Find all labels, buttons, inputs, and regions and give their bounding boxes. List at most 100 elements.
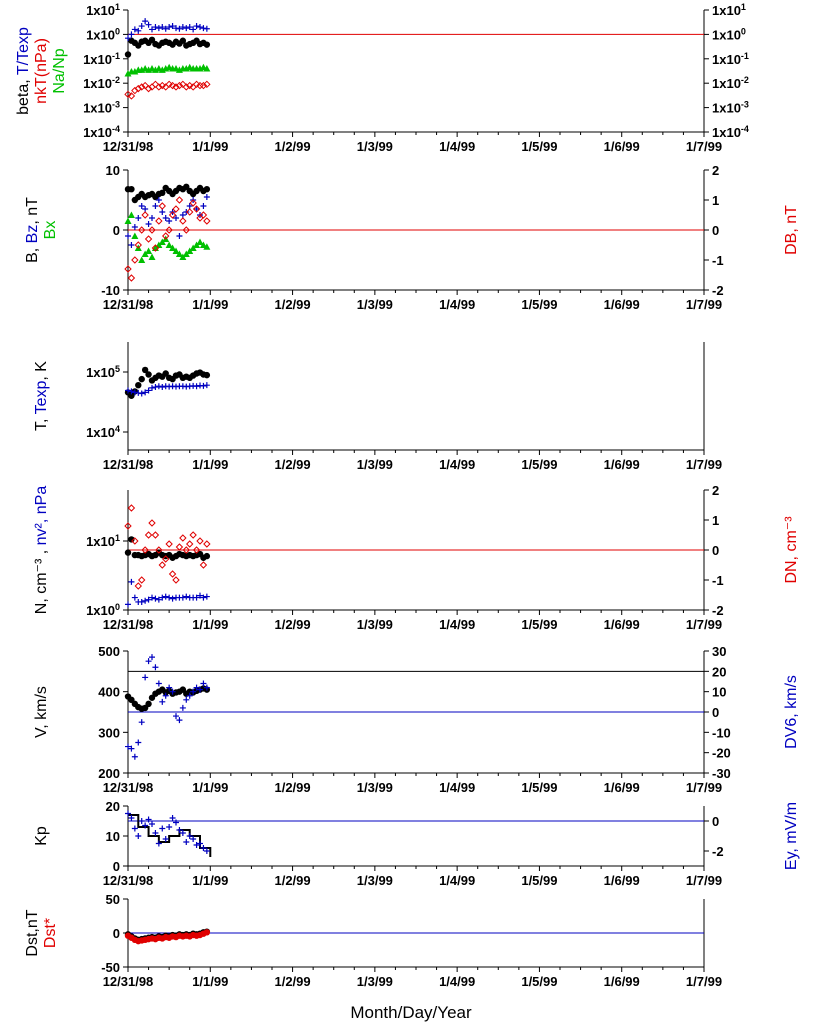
y-tick-right-label: 1 xyxy=(712,513,719,528)
y-tick-label: 1x10-4 xyxy=(83,124,120,140)
data-point xyxy=(162,555,170,563)
data-point xyxy=(197,24,203,31)
data-point xyxy=(203,243,211,250)
y-tick-right-label: -1 xyxy=(712,573,724,588)
data-point xyxy=(124,69,132,77)
data-point xyxy=(158,202,166,210)
data-point xyxy=(193,594,200,601)
data-point xyxy=(127,504,136,512)
data-point xyxy=(179,37,187,44)
data-point xyxy=(166,684,173,691)
y-tick-label: 1x101 xyxy=(86,2,120,18)
data-point xyxy=(138,719,145,726)
data-point xyxy=(135,381,142,389)
x-tick-label: 12/31/98 xyxy=(103,617,154,632)
x-tick-label: 1/7/99 xyxy=(686,974,722,989)
x-tick-label: 1/7/99 xyxy=(686,457,722,472)
data-point xyxy=(168,211,177,219)
data-point xyxy=(166,24,173,31)
y-axis-title-left: beta, T/Texp nkT(nPa) Na/Np xyxy=(15,27,68,115)
data-point xyxy=(127,92,136,100)
data-point xyxy=(193,684,200,691)
data-point xyxy=(124,265,132,273)
y-tick-label: 1x100 xyxy=(86,26,120,42)
x-tick-label: 12/31/98 xyxy=(103,974,154,989)
y-tick-right-label: -2 xyxy=(712,603,724,618)
data-point xyxy=(179,24,186,31)
data-point xyxy=(155,680,162,687)
data-point xyxy=(152,384,159,391)
data-point xyxy=(179,217,187,225)
data-point xyxy=(203,194,210,200)
data-point xyxy=(138,23,145,30)
x-tick-label: 1/5/99 xyxy=(521,873,557,888)
data-point xyxy=(203,25,210,32)
y-tick-right-label: -2 xyxy=(712,844,724,859)
x-tick-label: 12/31/98 xyxy=(103,139,154,154)
data-point xyxy=(128,31,135,38)
data-point xyxy=(168,570,177,578)
y-tick-right-label: -30 xyxy=(712,766,731,781)
y-tick-label: 400 xyxy=(98,685,120,700)
data-point xyxy=(138,203,145,209)
data-point xyxy=(138,375,145,383)
series-dst- xyxy=(124,929,211,945)
y-tick-right-label: -1 xyxy=(712,253,724,268)
x-tick-label: 1/2/99 xyxy=(274,873,310,888)
data-point xyxy=(200,680,207,687)
data-point xyxy=(189,244,197,251)
data-point xyxy=(152,595,159,602)
series-nv2 xyxy=(125,578,210,608)
data-point xyxy=(155,596,162,603)
data-point xyxy=(152,830,159,836)
data-point xyxy=(138,390,145,397)
data-point xyxy=(148,226,156,234)
data-point xyxy=(183,25,190,32)
y-tick-label: -50 xyxy=(101,960,120,975)
x-tick-label: 1/1/99 xyxy=(192,457,228,472)
y-tick-label: 50 xyxy=(106,892,120,907)
data-point xyxy=(168,81,177,90)
data-point xyxy=(155,197,162,203)
y-axis-title-left: Kp xyxy=(33,826,50,846)
x-tick-label: 1/3/99 xyxy=(357,457,393,472)
x-tick-label: 1/1/99 xyxy=(192,617,228,632)
data-point xyxy=(176,717,183,724)
data-point xyxy=(166,824,173,830)
x-tick-label: 1/6/99 xyxy=(604,297,640,312)
series-beta xyxy=(124,36,211,58)
y-tick-label: 0 xyxy=(113,859,120,874)
data-point xyxy=(200,845,207,851)
x-tick-label: 12/31/98 xyxy=(103,780,154,795)
y-tick-right-label: -10 xyxy=(712,725,731,740)
data-point xyxy=(186,247,194,254)
data-point xyxy=(176,25,183,32)
data-point xyxy=(203,41,211,48)
data-point xyxy=(145,816,152,823)
data-point xyxy=(173,713,179,720)
panel-kp: 12/31/98 1/1/99 1/2/99 1/3/99 1/4/99 1/5/99 1/… xyxy=(103,805,722,888)
data-point xyxy=(197,592,203,599)
y-tick-label: -10 xyxy=(101,283,120,298)
y-tick-right-label: 0 xyxy=(712,223,719,238)
x-tick-label: 1/5/99 xyxy=(521,617,557,632)
data-point xyxy=(169,595,176,602)
data-point xyxy=(193,842,200,848)
data-point xyxy=(200,382,207,389)
y-axis-title-right: Ey, mV/m xyxy=(783,802,800,870)
panel-temp: 12/31/98 1/1/99 1/2/99 1/3/99 1/4/99 1/5/99 1/… xyxy=(103,342,722,472)
data-point xyxy=(159,209,166,215)
data-point xyxy=(155,546,163,554)
data-point xyxy=(196,238,204,245)
y-tick-right-label: 1x10-1 xyxy=(712,51,749,67)
y-tick-right-label: 1 xyxy=(712,193,719,208)
y-tick-right-label: 0 xyxy=(712,814,719,829)
data-point xyxy=(169,815,176,821)
data-point xyxy=(131,753,138,760)
x-tick-label: 1/6/99 xyxy=(604,873,640,888)
y-tick-right-label: 0 xyxy=(712,705,719,720)
data-point xyxy=(131,68,139,75)
data-point xyxy=(190,836,197,842)
y-axis-title-left-line: beta, T/Texp xyxy=(15,27,32,115)
data-point xyxy=(173,819,179,826)
